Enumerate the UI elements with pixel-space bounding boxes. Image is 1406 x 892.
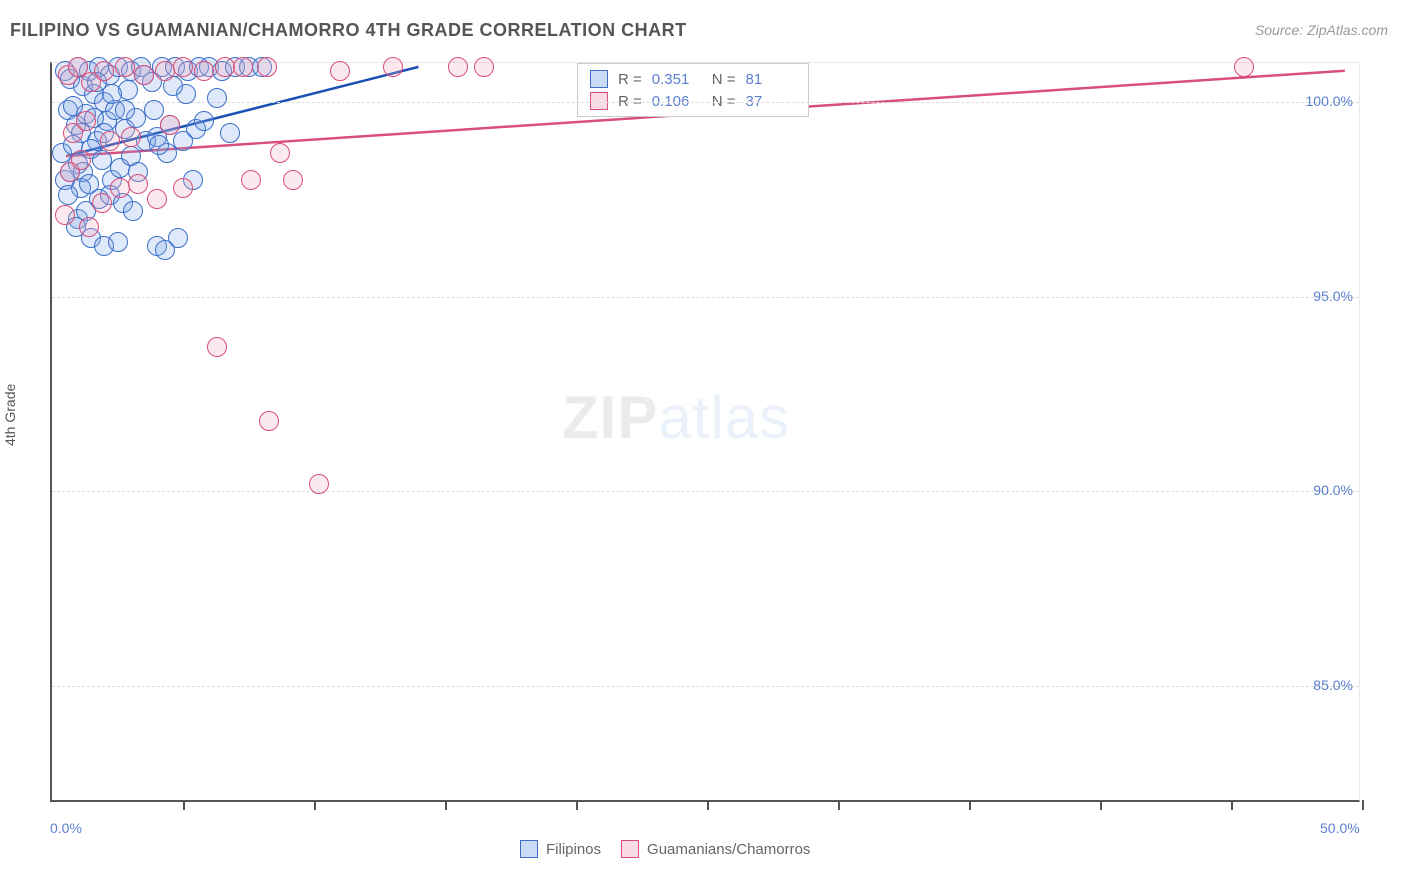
scatter-point — [92, 150, 112, 170]
chart-title: FILIPINO VS GUAMANIAN/CHAMORRO 4TH GRADE… — [10, 20, 687, 41]
xtick — [183, 800, 185, 810]
ytick-label: 100.0% — [1306, 93, 1353, 109]
legend-r-value: 0.351 — [652, 71, 702, 88]
scatter-point — [121, 127, 141, 147]
scatter-point — [123, 201, 143, 221]
scatter-point — [474, 57, 494, 77]
scatter-point — [241, 170, 261, 190]
legend-bottom-label: Guamanians/Chamorros — [647, 841, 810, 858]
scatter-point — [257, 57, 277, 77]
legend-bottom-label: Filipinos — [546, 841, 601, 858]
scatter-point — [330, 61, 350, 81]
scatter-point — [79, 217, 99, 237]
xtick — [314, 800, 316, 810]
gridline-h — [52, 102, 1359, 103]
scatter-point — [147, 189, 167, 209]
ytick-label: 95.0% — [1313, 288, 1353, 304]
scatter-point — [283, 170, 303, 190]
chart-container: FILIPINO VS GUAMANIAN/CHAMORRO 4TH GRADE… — [0, 0, 1406, 892]
legend-swatch — [590, 70, 608, 88]
legend-swatch — [520, 840, 538, 858]
scatter-point — [270, 143, 290, 163]
ytick-label: 85.0% — [1313, 677, 1353, 693]
scatter-point — [92, 193, 112, 213]
scatter-point — [55, 205, 75, 225]
scatter-point — [71, 150, 91, 170]
scatter-point — [128, 174, 148, 194]
scatter-point — [1234, 57, 1254, 77]
scatter-point — [215, 57, 235, 77]
scatter-point — [233, 57, 253, 77]
scatter-point — [155, 61, 175, 81]
scatter-point — [94, 61, 114, 81]
scatter-point — [149, 135, 169, 155]
xtick — [1100, 800, 1102, 810]
scatter-point — [115, 57, 135, 77]
scatter-point — [173, 178, 193, 198]
scatter-point — [76, 111, 96, 131]
scatter-point — [58, 185, 78, 205]
legend-swatch — [621, 840, 639, 858]
scatter-point — [383, 57, 403, 77]
legend-bottom-item: Guamanians/Chamorros — [621, 840, 810, 858]
legend-bottom: Filipinos Guamanians/Chamorros — [520, 840, 810, 858]
xtick-label: 0.0% — [50, 820, 82, 836]
xtick — [969, 800, 971, 810]
legend-n-label: N = — [712, 71, 736, 88]
scatter-point — [144, 100, 164, 120]
xtick — [838, 800, 840, 810]
xtick-label: 50.0% — [1320, 820, 1360, 836]
legend-top-row: R = 0.351 N = 81 — [578, 68, 808, 90]
y-axis-label: 4th Grade — [2, 384, 18, 446]
scatter-point — [309, 474, 329, 494]
legend-top: R =0.351N =81R =0.106N =37 — [577, 63, 809, 117]
scatter-point — [108, 232, 128, 252]
source-label: Source: ZipAtlas.com — [1255, 22, 1388, 38]
scatter-point — [100, 131, 120, 151]
legend-r-label: R = — [618, 71, 642, 88]
scatter-point — [207, 337, 227, 357]
xtick — [707, 800, 709, 810]
ytick-label: 90.0% — [1313, 482, 1353, 498]
scatter-point — [115, 100, 135, 120]
gridline-h — [52, 686, 1359, 687]
xtick — [1231, 800, 1233, 810]
scatter-point — [173, 57, 193, 77]
scatter-point — [207, 88, 227, 108]
scatter-point — [134, 65, 154, 85]
scatter-point — [448, 57, 468, 77]
scatter-point — [194, 61, 214, 81]
scatter-point — [194, 111, 214, 131]
scatter-point — [220, 123, 240, 143]
xtick — [576, 800, 578, 810]
scatter-point — [155, 240, 175, 260]
scatter-point — [259, 411, 279, 431]
scatter-point — [110, 178, 130, 198]
xtick — [1362, 800, 1364, 810]
xtick — [445, 800, 447, 810]
plot-area: ZIPatlas R =0.351N =81R =0.106N =37 85.0… — [50, 62, 1360, 802]
legend-bottom-item: Filipinos — [520, 840, 601, 858]
legend-n-value: 81 — [746, 71, 796, 88]
gridline-h — [52, 297, 1359, 298]
scatter-point — [160, 115, 180, 135]
gridline-h — [52, 491, 1359, 492]
